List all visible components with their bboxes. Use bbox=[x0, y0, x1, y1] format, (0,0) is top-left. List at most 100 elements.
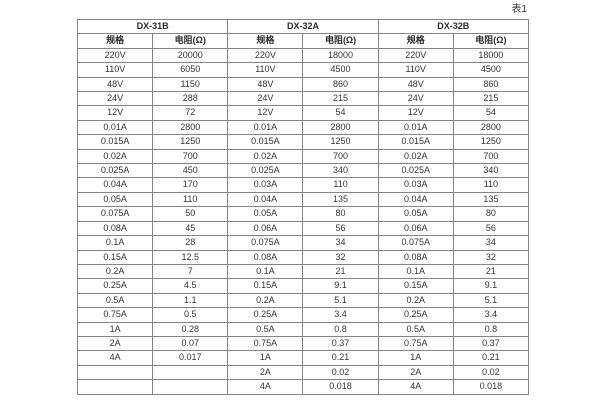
table-cell: 860 bbox=[452, 76, 530, 93]
table-row: 0.04A 170 0.03A 110 0.03A 110 bbox=[76, 177, 530, 193]
table-cell: 0.018 bbox=[302, 379, 379, 395]
table-cell: 0.5A bbox=[76, 292, 154, 309]
table-cell: 32 bbox=[302, 249, 379, 265]
table-row: 0.2A 7 0.1A 21 0.1A 21 bbox=[76, 263, 530, 280]
table-cell: 2A bbox=[227, 364, 304, 381]
table-cell: 700 bbox=[452, 148, 530, 165]
table-cell: 80 bbox=[302, 206, 379, 222]
table-cell: 2A bbox=[76, 335, 154, 352]
table-cell: 7 bbox=[152, 263, 229, 280]
table-cell: 700 bbox=[152, 148, 229, 165]
table-cell: 1250 bbox=[302, 134, 379, 150]
table-cell: 110 bbox=[302, 177, 379, 193]
table-cell: 0.017 bbox=[152, 350, 229, 366]
table-cell: 0.075A bbox=[76, 206, 154, 222]
table-cell: 48V bbox=[227, 76, 304, 93]
table-cell: 0.02 bbox=[302, 364, 379, 381]
table-cell: 0.018 bbox=[452, 379, 530, 395]
table-cell: 0.37 bbox=[302, 335, 379, 352]
table-cell: 0.8 bbox=[452, 321, 530, 337]
table-cell: 0.08A bbox=[76, 220, 154, 237]
table-cell: 110 bbox=[152, 191, 229, 208]
table-cell: 0.04A bbox=[76, 177, 154, 193]
table-cell: 0.1A bbox=[76, 235, 154, 251]
table-cell: 3.4 bbox=[302, 307, 379, 323]
table-cell: 0.25A bbox=[227, 307, 304, 323]
table-cell: 1.1 bbox=[152, 292, 229, 309]
table-cell: 0.04A bbox=[227, 191, 304, 208]
table-cell: 0.05A bbox=[76, 191, 154, 208]
table-cell: 54 bbox=[302, 105, 379, 121]
table-cell bbox=[152, 364, 229, 381]
table-cell: 21 bbox=[302, 263, 379, 280]
table-cell: 0.07 bbox=[152, 335, 229, 352]
table-cell: 72 bbox=[152, 105, 229, 121]
table-cell: 135 bbox=[302, 191, 379, 208]
table-row: 1A 0.28 0.5A 0.8 0.5A 0.8 bbox=[76, 321, 530, 337]
table-cell: 0.015A bbox=[76, 134, 154, 150]
table-cell: 0.25A bbox=[76, 278, 154, 294]
table-cell: 1150 bbox=[152, 76, 229, 93]
table-cell: 50 bbox=[152, 206, 229, 222]
table-cell: 3.4 bbox=[452, 307, 530, 323]
table-cell: 2800 bbox=[452, 119, 530, 136]
table-cell bbox=[152, 379, 229, 395]
table-cell: 21 bbox=[452, 263, 530, 280]
table-cell: 0.01A bbox=[76, 119, 154, 136]
table-cell: 80 bbox=[452, 206, 530, 222]
table-cell: 5.1 bbox=[302, 292, 379, 309]
table-cell: 220V bbox=[76, 47, 154, 64]
table-row: 4A 0.018 4A 0.018 bbox=[76, 379, 530, 395]
table-cell: 54 bbox=[452, 105, 530, 121]
table-cell: 32 bbox=[452, 249, 530, 265]
table-cell: 0.28 bbox=[152, 321, 229, 337]
table-cell: 0.15A bbox=[76, 249, 154, 265]
table-cell: 0.03A bbox=[377, 177, 454, 193]
table-cell: 0.02A bbox=[377, 148, 454, 165]
table-cell: 215 bbox=[452, 91, 530, 107]
table-cell: 0.05A bbox=[377, 206, 454, 222]
table-cell: 4500 bbox=[302, 62, 379, 78]
table-cell: 450 bbox=[152, 163, 229, 179]
table-cell: 0.05A bbox=[227, 206, 304, 222]
table-row: 0.5A 1.1 0.2A 5.1 0.2A 5.1 bbox=[76, 292, 530, 309]
table-row: 0.075A 50 0.05A 80 0.05A 80 bbox=[76, 206, 530, 222]
table-cell: 1A bbox=[227, 350, 304, 366]
sub-header: 规格 bbox=[76, 33, 154, 49]
table-cell: 0.75A bbox=[227, 335, 304, 352]
table-cell: 110V bbox=[76, 62, 154, 78]
table-cell: 2800 bbox=[302, 119, 379, 136]
table-row: 2A 0.02 2A 0.02 bbox=[76, 364, 530, 381]
table-cell: 48V bbox=[76, 76, 154, 93]
table-row: 0.75A 0.5 0.25A 3.4 0.25A 3.4 bbox=[76, 307, 530, 323]
table-cell: 0.5 bbox=[152, 307, 229, 323]
table-cell: 0.03A bbox=[227, 177, 304, 193]
table-row: 0.02A 700 0.02A 700 0.02A 700 bbox=[76, 148, 530, 165]
table-cell: 0.2A bbox=[227, 292, 304, 309]
table-row: 12V 72 12V 54 12V 54 bbox=[76, 105, 530, 121]
table-cell: 4A bbox=[377, 379, 454, 395]
table-row: 0.025A 450 0.025A 340 0.025A 340 bbox=[76, 163, 530, 179]
table-cell: 48V bbox=[377, 76, 454, 93]
table-cell: 18000 bbox=[302, 47, 379, 64]
sub-header: 规格 bbox=[227, 33, 304, 49]
table-cell: 0.15A bbox=[377, 278, 454, 294]
table-cell bbox=[76, 364, 154, 381]
table-cell: 0.02 bbox=[452, 364, 530, 381]
table-cell: 34 bbox=[302, 235, 379, 251]
table-cell: 12V bbox=[76, 105, 154, 121]
table-cell: 0.37 bbox=[452, 335, 530, 352]
table-cell: 4500 bbox=[452, 62, 530, 78]
table-cell: 1250 bbox=[152, 134, 229, 150]
table-cell: 0.01A bbox=[377, 119, 454, 136]
table-cell: 215 bbox=[302, 91, 379, 107]
table-cell: 0.75A bbox=[377, 335, 454, 352]
table-row: 0.25A 4.5 0.15A 9.1 0.15A 9.1 bbox=[76, 278, 530, 294]
table-row: 110V 6050 110V 4500 110V 4500 bbox=[76, 62, 530, 78]
table-cell: 0.025A bbox=[377, 163, 454, 179]
table-cell: 0.2A bbox=[377, 292, 454, 309]
table-row: 0.1A 28 0.075A 34 0.075A 34 bbox=[76, 235, 530, 251]
table-row: 2A 0.07 0.75A 0.37 0.75A 0.37 bbox=[76, 335, 530, 352]
table-cell: 0.15A bbox=[227, 278, 304, 294]
